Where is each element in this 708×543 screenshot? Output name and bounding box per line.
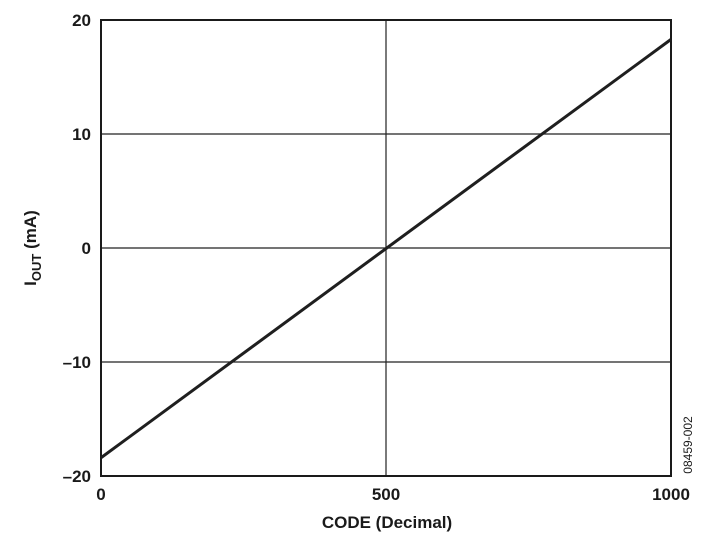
series-group [100,38,672,459]
x-axis-label: CODE (Decimal) [322,513,452,532]
y-tick-label: –20 [63,467,91,486]
x-tick-label: 1000 [652,485,690,504]
y-tick-label: –10 [63,353,91,372]
y-axis-label-main: I [21,281,40,286]
y-axis-label: IOUT (mA) [21,210,44,286]
figure-id: 08459-002 [681,416,695,474]
x-tick-label: 500 [372,485,400,504]
y-tick-label: 20 [72,11,91,30]
y-axis-label-unit: (mA) [21,210,40,253]
y-tick-label: 10 [72,125,91,144]
y-axis-label-sub: OUT [29,254,44,282]
x-tick-label: 0 [96,485,105,504]
y-tick-label: 0 [82,239,91,258]
series-line [100,38,672,459]
y-tick-labels: –20 –10 0 10 20 [63,11,91,486]
x-tick-labels: 0 500 1000 [96,485,690,504]
plot-frame [100,19,672,477]
